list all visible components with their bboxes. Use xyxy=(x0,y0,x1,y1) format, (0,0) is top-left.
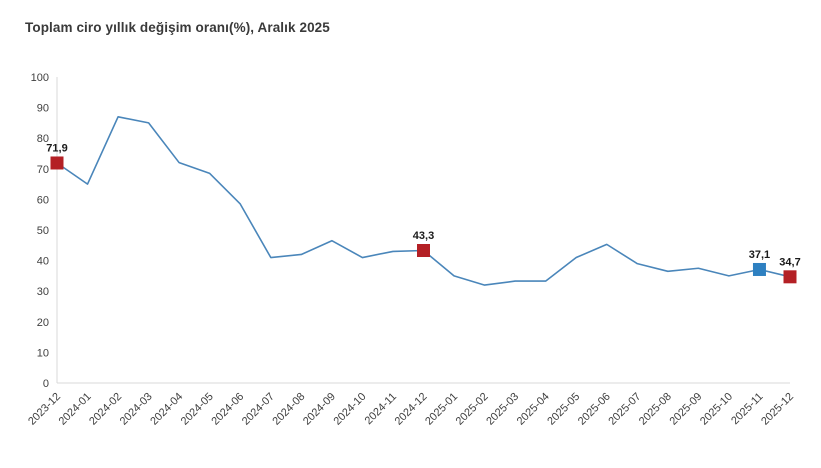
data-label-2025-11: 37,1 xyxy=(749,249,770,261)
x-tick-label: 2024-09 xyxy=(301,391,338,428)
x-tick-label: 2025-12 xyxy=(759,391,796,428)
x-tick-label: 2023-12 xyxy=(26,391,63,428)
y-tick-label: 50 xyxy=(37,225,49,237)
x-tick-label: 2024-06 xyxy=(209,391,246,428)
x-tick-label: 2025-06 xyxy=(576,391,613,428)
x-tick-label: 2024-08 xyxy=(270,391,307,428)
x-tick-label: 2025-01 xyxy=(423,391,460,428)
y-tick-label: 20 xyxy=(37,317,49,329)
marker-2025-11 xyxy=(752,262,766,276)
y-tick-label: 60 xyxy=(37,194,49,206)
data-label-2025-12: 34,7 xyxy=(779,256,800,268)
y-tick-label: 10 xyxy=(37,347,49,359)
y-tick-label: 40 xyxy=(37,256,49,268)
x-tick-label: 2024-10 xyxy=(332,391,369,428)
y-tick-label: 90 xyxy=(37,103,49,115)
x-tick-label: 2025-02 xyxy=(454,391,491,428)
x-tick-label: 2025-11 xyxy=(729,391,765,427)
marker-2025-12 xyxy=(783,270,797,284)
x-tick-label: 2025-07 xyxy=(606,391,643,428)
y-tick-label: 70 xyxy=(37,164,49,176)
chart-title: Toplam ciro yıllık değişim oranı(%), Ara… xyxy=(25,20,330,35)
x-tick-label: 2024-07 xyxy=(240,391,277,428)
x-tick-label: 2024-04 xyxy=(148,391,185,428)
data-label-2024-12: 43,3 xyxy=(413,230,434,242)
x-tick-label: 2024-01 xyxy=(57,391,94,428)
x-tick-label: 2024-12 xyxy=(393,391,430,428)
x-tick-label: 2025-09 xyxy=(667,391,704,428)
marker-2023-12 xyxy=(50,156,64,170)
x-tick-label: 2025-10 xyxy=(698,391,735,428)
x-tick-label: 2025-05 xyxy=(545,391,582,428)
x-tick-label: 2024-11 xyxy=(363,391,399,427)
data-line xyxy=(56,115,791,286)
x-tick-label: 2024-05 xyxy=(179,391,216,428)
data-label-2023-12: 71,9 xyxy=(46,142,67,154)
x-tick-label: 2025-08 xyxy=(637,391,674,428)
x-tick-label: 2025-03 xyxy=(484,391,521,428)
y-tick-label: 80 xyxy=(37,133,49,145)
y-tick-label: 30 xyxy=(37,286,49,298)
x-tick-label: 2024-02 xyxy=(87,391,124,428)
y-tick-label: 100 xyxy=(31,72,49,84)
x-tick-label: 2024-03 xyxy=(118,391,155,428)
x-tick-label: 2025-04 xyxy=(515,391,552,428)
y-tick-label: 0 xyxy=(43,378,49,390)
marker-2024-12 xyxy=(417,244,430,258)
